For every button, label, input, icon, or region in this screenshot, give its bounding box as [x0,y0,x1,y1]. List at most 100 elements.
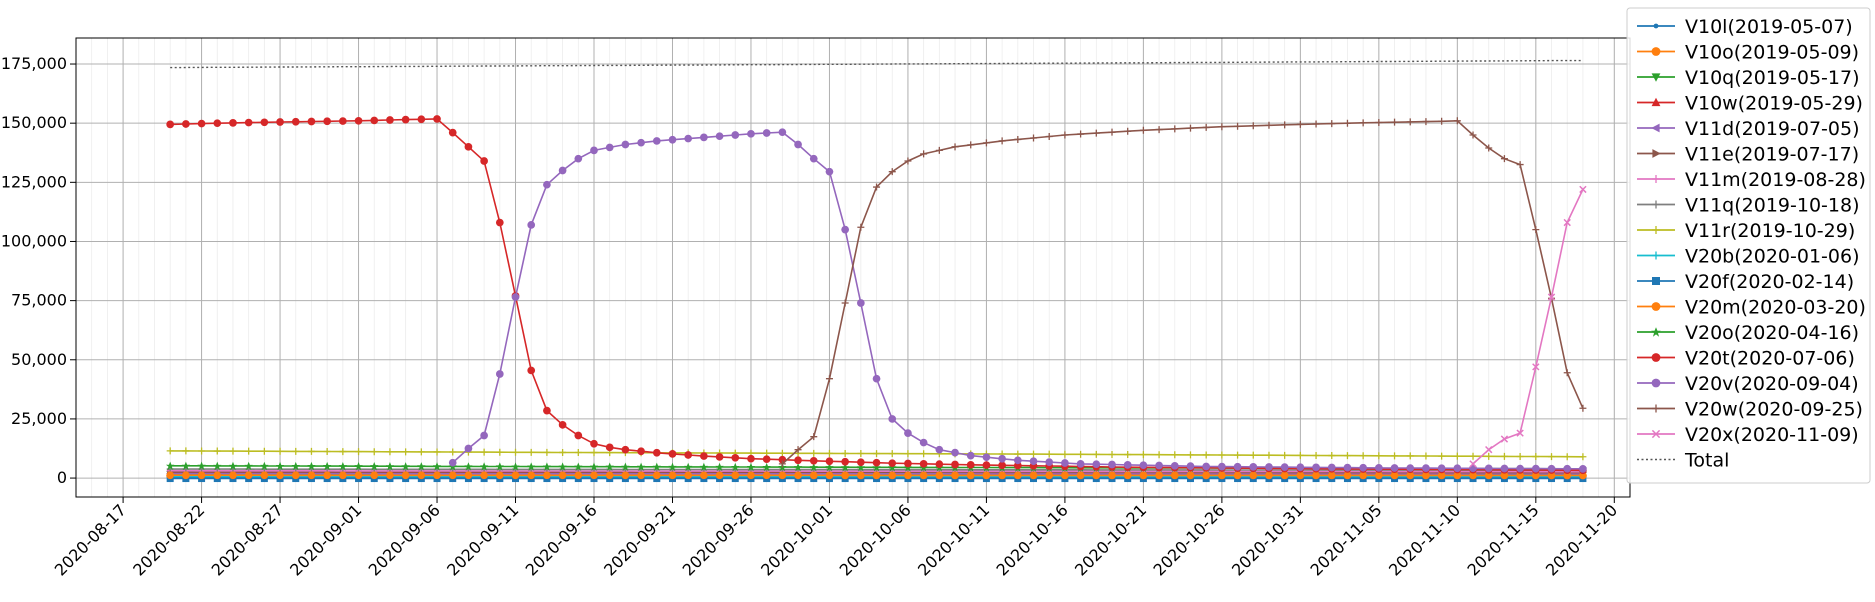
data-point [982,139,990,147]
data-point [1327,471,1336,480]
data-point [841,225,850,234]
data-point [919,471,928,480]
data-point [1485,144,1493,152]
data-point [1579,453,1587,461]
data-point [1312,120,1320,128]
data-point [652,448,661,457]
data-point [1108,471,1116,480]
data-point [1170,461,1179,470]
data-point [857,223,865,231]
data-point [683,462,693,472]
data-point [338,117,347,125]
data-point [480,431,488,440]
data-point [1014,450,1022,458]
data-point [1374,471,1383,480]
data-point [919,459,928,468]
data-point [1653,23,1659,29]
data-point [1296,120,1304,128]
x-tick-label: 2020-11-20 [1542,500,1621,579]
data-point [1249,451,1257,459]
data-point [307,447,315,455]
data-point [1500,464,1509,473]
data-point [385,462,395,471]
data-point [888,168,896,176]
data-point [1013,471,1022,480]
data-point [322,461,332,471]
grid [75,38,1631,497]
data-point [966,471,975,480]
legend-label: Total [1684,450,1729,472]
data-point [856,458,865,467]
data-point [1328,452,1336,460]
data-point [794,446,802,454]
data-point [809,462,818,472]
data-point [1265,451,1273,459]
data-point [495,370,504,378]
data-point [825,463,834,472]
data-point [652,462,661,472]
data-point [558,471,567,480]
data-point [1155,461,1163,470]
data-point [668,135,677,144]
data-point [213,447,221,455]
data-point [1531,471,1540,480]
data-point [386,471,394,480]
data-point [1651,378,1661,388]
data-point [276,447,284,455]
data-point [699,462,709,472]
data-point [433,115,441,123]
y-tick-label: 0 [57,468,67,487]
legend-item: Total [1637,450,1729,472]
x-tick-label: 2020-11-05 [1306,500,1385,579]
data-point [574,462,583,471]
x-tick-label: 2020-09-21 [600,500,679,579]
data-point [810,433,818,441]
data-point [1045,458,1054,466]
data-point [574,471,583,480]
data-point [1076,471,1085,480]
data-point [543,406,551,415]
data-point [1651,353,1661,362]
data-point [448,471,457,480]
x-tick-label: 2020-09-16 [522,500,601,579]
data-point [1651,123,1660,133]
series-v20m [166,471,1587,480]
legend-label: V11q(2019-10-18) [1685,195,1859,217]
data-point [386,448,394,456]
data-point [762,462,771,472]
data-point [605,143,614,152]
data-point [1375,452,1383,460]
data-point [841,449,849,457]
data-point [1218,462,1226,471]
data-point [873,183,881,191]
data-point [904,157,912,165]
data-point [1469,452,1477,460]
data-point [1374,464,1383,472]
data-point [590,439,598,448]
data-point [166,471,175,480]
data-point [715,462,724,472]
data-point [856,471,865,480]
data-point [1124,451,1132,459]
data-point [1139,126,1147,134]
data-point [652,137,661,145]
data-point [840,463,850,472]
legend-label: V10w(2019-05-29) [1685,93,1863,115]
data-point [1139,451,1147,459]
data-point [370,471,379,480]
data-point [794,456,802,465]
data-point [762,129,771,137]
data-point [1651,97,1661,107]
data-point [433,471,441,480]
data-point [401,471,410,480]
data-point [809,471,818,480]
data-point [636,462,646,471]
data-point [401,462,410,471]
data-point [1532,363,1540,371]
data-point [982,471,991,480]
data-point [1202,462,1211,471]
data-point [1123,461,1132,469]
data-point [684,134,693,143]
data-point [1484,471,1493,480]
data-point [668,462,677,472]
